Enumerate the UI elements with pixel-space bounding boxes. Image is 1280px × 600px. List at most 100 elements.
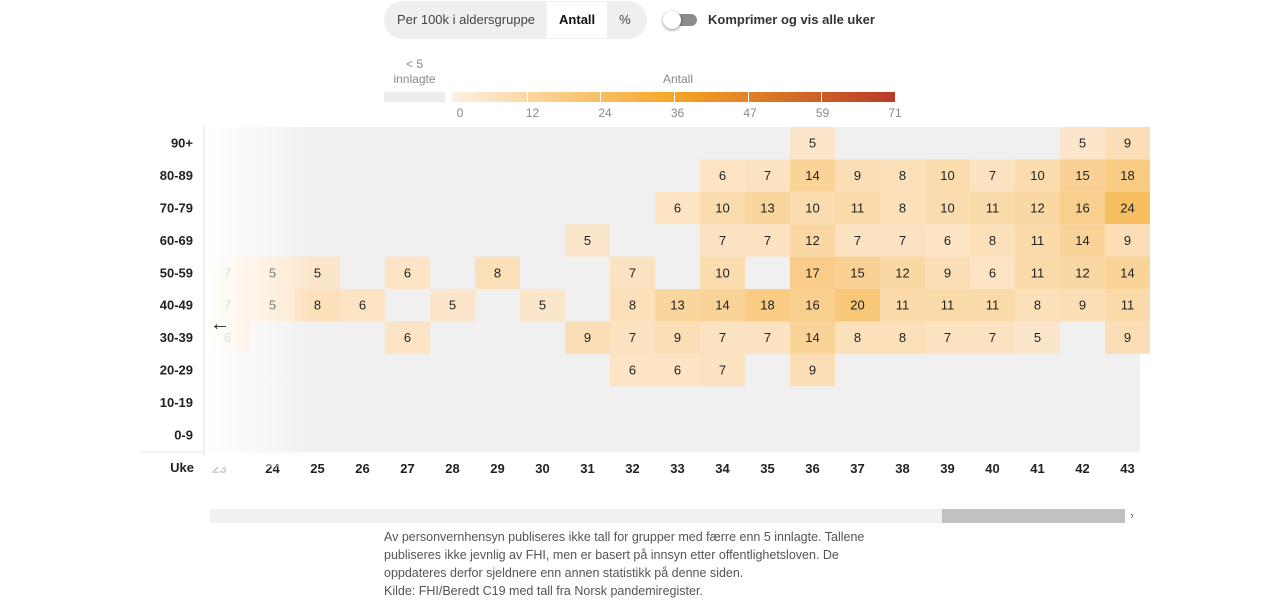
- heatmap-cell: [790, 256, 835, 289]
- heatmap-cell-value: 7: [944, 330, 951, 345]
- horizontal-scrollbar-thumb[interactable]: [942, 509, 1125, 523]
- horizontal-scrollbar-track[interactable]: [210, 509, 1125, 523]
- scroll-right-chevron-icon[interactable]: ›: [1130, 510, 1134, 522]
- heatmap-cell: [610, 353, 655, 387]
- heatmap-cell-value: 7: [764, 233, 771, 248]
- week-label: 28: [445, 461, 459, 476]
- heatmap-cell-value: 14: [805, 168, 819, 183]
- heatmap-cell: [745, 191, 790, 225]
- heatmap-cell: [1105, 191, 1150, 225]
- heatmap-cell-value: 16: [1075, 201, 1089, 216]
- heatmap-cell-value: 9: [1124, 330, 1131, 345]
- heatmap-cell-value: 10: [940, 201, 954, 216]
- heatmap-cell: [925, 191, 970, 225]
- heatmap-cell: [1060, 256, 1105, 289]
- heatmap-cell: [970, 321, 1015, 354]
- heatmap-cell-value: 11: [1031, 233, 1045, 248]
- heatmap-cell-value: 7: [224, 265, 231, 280]
- heatmap-cell: [1060, 191, 1105, 225]
- heatmap-cell: [1015, 321, 1060, 354]
- heatmap-cell: [1105, 256, 1150, 289]
- heatmap-cell: [790, 353, 835, 387]
- heatmap-cell-value: 9: [854, 168, 861, 183]
- heatmap-cell: [745, 289, 790, 322]
- heatmap-cell: [880, 321, 925, 354]
- week-label: 31: [580, 461, 594, 476]
- segment-antall[interactable]: Antall: [547, 2, 608, 38]
- compress-toggle-label[interactable]: Komprimer og vis alle uker: [708, 12, 875, 27]
- heatmap-cell: [790, 321, 835, 354]
- heatmap-cell: [790, 127, 835, 160]
- heatmap-cell: [835, 289, 880, 322]
- heatmap-cell-value: 15: [850, 265, 864, 280]
- footnote-line: oppdateres derfor sjeldnere enn annen st…: [384, 566, 744, 580]
- heatmap-cell: [475, 256, 520, 289]
- heatmap-cell-value: 13: [670, 298, 684, 313]
- heatmap-cell: [925, 256, 970, 289]
- heatmap-cell: [790, 224, 835, 257]
- heatmap-cell: [700, 159, 745, 192]
- legend-below-threshold-label: < 5: [405, 57, 423, 71]
- legend-tick-label: 71: [888, 106, 902, 120]
- legend-tick-divider: [600, 92, 602, 102]
- heatmap-cell: [790, 191, 835, 225]
- heatmap-cell: [745, 224, 790, 257]
- heatmap-cell: [925, 321, 970, 354]
- heatmap-cell-value: 6: [989, 265, 996, 280]
- heatmap-cell: [835, 224, 880, 257]
- legend-color-scale: [452, 92, 895, 102]
- heatmap-cell-value: 13: [760, 201, 774, 216]
- heatmap-cell: [1060, 289, 1105, 322]
- compress-toggle[interactable]: [663, 11, 699, 29]
- heatmap-cell-value: 6: [404, 330, 411, 345]
- heatmap-cell-value: 7: [224, 298, 231, 313]
- heatmap-cell: [655, 289, 700, 322]
- heatmap-cell-value: 5: [269, 265, 276, 280]
- week-label: 30: [535, 461, 549, 476]
- week-label: 23: [212, 461, 226, 476]
- heatmap-cell: [1105, 127, 1150, 160]
- legend-tick-label: 47: [743, 106, 757, 120]
- scroll-left-arrow-icon[interactable]: ←: [210, 313, 230, 335]
- heatmap-cell: [1105, 321, 1150, 354]
- heatmap-cell-value: 10: [940, 168, 954, 183]
- segment-percent[interactable]: %: [619, 12, 631, 27]
- segment-per-100k[interactable]: Per 100k i aldersgruppe: [397, 12, 536, 27]
- footnote-line: Av personvernhensyn publiseres ikke tall…: [384, 530, 865, 544]
- week-label: 42: [1075, 461, 1089, 476]
- heatmap-cell: [565, 224, 610, 257]
- age-group-label: 30-39: [160, 330, 193, 345]
- heatmap-cell: [1015, 159, 1060, 192]
- age-group-label: 10-19: [160, 395, 193, 410]
- heatmap-cell: [1015, 289, 1060, 322]
- legend-scale-title: Antall: [662, 72, 694, 86]
- heatmap-cell: [610, 256, 655, 289]
- heatmap-cell: [700, 353, 745, 387]
- heatmap-cell: [700, 321, 745, 354]
- heatmap-cell: [1015, 224, 1060, 257]
- week-label: 35: [760, 461, 774, 476]
- heatmap-cell-value: 9: [1124, 136, 1131, 151]
- age-group-label: 80-89: [160, 168, 193, 183]
- heatmap-cell-value: 6: [629, 363, 636, 378]
- heatmap-cell: [835, 321, 880, 354]
- legend-tick-divider: [747, 92, 749, 102]
- heatmap-cell-value: 9: [1079, 298, 1086, 313]
- heatmap-cell-value: 6: [944, 233, 951, 248]
- heatmap-cell-value: 14: [1075, 233, 1089, 248]
- week-label: 37: [850, 461, 864, 476]
- heatmap-chart: 5 5 9 6 7 14 9 8 10 7 10 15 18 6 10 13 10 11 8 10 11 12 16 24 5 7…: [140, 125, 1150, 476]
- heatmap-cell: [970, 289, 1015, 322]
- heatmap-cell-value: 20: [850, 298, 864, 313]
- heatmap-cell-value: 12: [1075, 265, 1089, 280]
- heatmap-cell-value: 18: [760, 298, 774, 313]
- heatmap-cell: [1105, 224, 1150, 257]
- heatmap-cell: [700, 191, 745, 225]
- heatmap-cell-value: 9: [809, 363, 816, 378]
- heatmap-cell-value: 16: [805, 298, 819, 313]
- heatmap-cell: [835, 191, 880, 225]
- x-axis-title: Uke: [170, 460, 194, 475]
- week-label: 24: [265, 461, 280, 476]
- heatmap-cell: [970, 191, 1015, 225]
- heatmap-cell-value: 11: [1031, 265, 1045, 280]
